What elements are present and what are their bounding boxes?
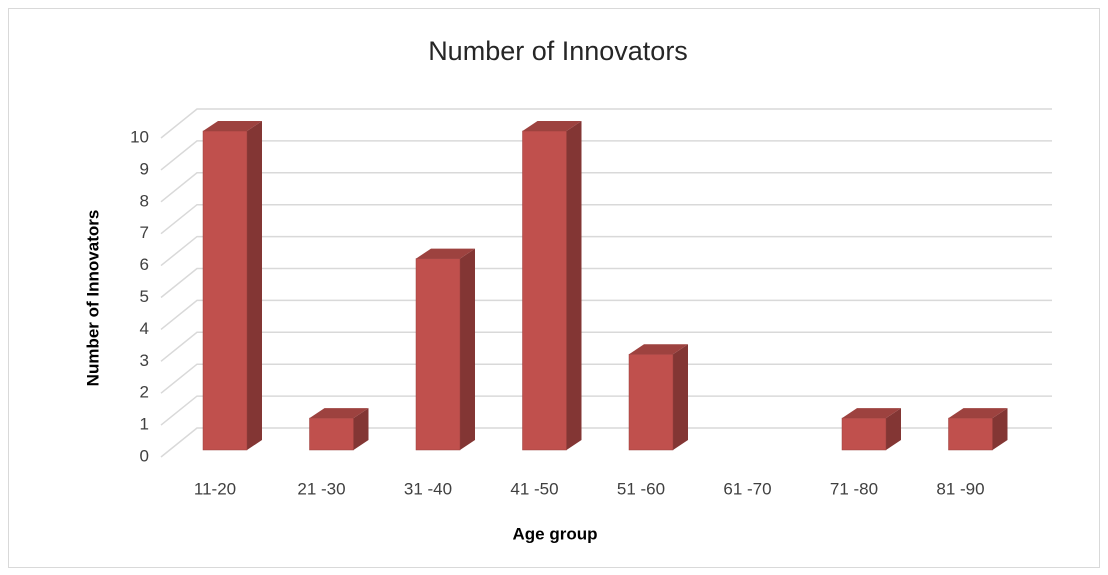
- x-tick-label: 11-20: [194, 479, 236, 498]
- y-tick-label: 5: [140, 287, 149, 306]
- bar-top: [948, 408, 1008, 419]
- bar-side: [992, 408, 1008, 450]
- bar-top: [629, 344, 688, 355]
- bar-side: [673, 344, 688, 450]
- x-tick-label: 51 -60: [617, 479, 665, 498]
- grid-line: [160, 235, 1052, 267]
- y-tick-label: 9: [140, 159, 149, 178]
- y-tick-label: 8: [140, 191, 149, 210]
- bar: [415, 258, 461, 451]
- grid-line: [160, 267, 1052, 299]
- grid-line: [160, 203, 1052, 235]
- grid-line: [160, 395, 1052, 426]
- x-axis-title: Age group: [513, 524, 598, 543]
- y-tick-label: 7: [140, 223, 149, 242]
- x-tick-label: 31 -40: [404, 479, 452, 498]
- y-tick-label: 3: [140, 351, 149, 370]
- chart-title: Number of Innovators: [428, 36, 688, 66]
- x-tick-label: 21 -30: [297, 479, 345, 498]
- bar-side: [460, 248, 475, 450]
- y-tick-label: 0: [140, 446, 149, 465]
- x-tick-label: 41 -50: [510, 479, 558, 498]
- x-tick-label: 71 -80: [830, 479, 878, 498]
- grid-line: [160, 331, 1052, 362]
- bar-top: [522, 121, 582, 131]
- grid-line: [160, 427, 1052, 458]
- grid-line: [160, 140, 1052, 171]
- x-tick-label: 81 -90: [936, 479, 984, 498]
- bar: [841, 417, 887, 451]
- bar-top: [842, 408, 901, 419]
- bar: [202, 130, 248, 451]
- y-tick-label: 4: [140, 319, 149, 338]
- bar: [948, 417, 993, 451]
- x-tick-label: 61 -70: [723, 479, 771, 498]
- grid-line: [160, 108, 1052, 139]
- bar: [628, 354, 674, 451]
- y-tick-label: 1: [140, 415, 149, 434]
- bar-top: [416, 248, 475, 259]
- grid-line: [160, 299, 1052, 330]
- y-tick-label: 2: [140, 383, 149, 402]
- bar-top: [203, 121, 262, 131]
- bar-side: [247, 121, 262, 450]
- grid-line: [160, 172, 1052, 203]
- y-tick-label: 6: [140, 255, 149, 274]
- bar-top: [309, 408, 369, 419]
- y-axis-title: Number of Innovators: [83, 210, 102, 387]
- bar: [309, 417, 354, 451]
- bar-side: [886, 408, 901, 450]
- bar-side: [353, 408, 369, 450]
- y-tick-label: 10: [130, 127, 149, 146]
- bar: [522, 130, 567, 451]
- grid-line: [160, 363, 1052, 394]
- bar-side: [566, 121, 582, 450]
